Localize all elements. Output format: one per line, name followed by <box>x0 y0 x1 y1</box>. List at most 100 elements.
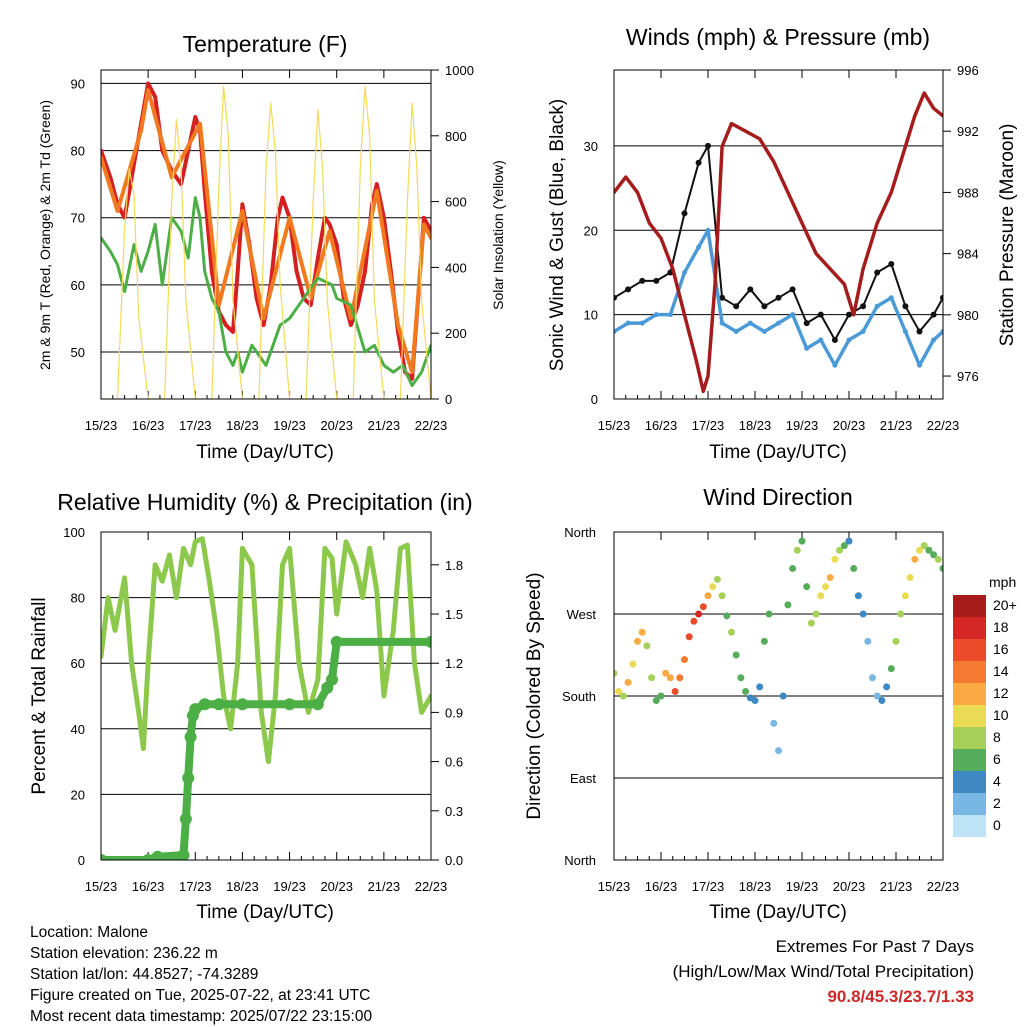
direction-point <box>732 651 740 659</box>
direction-point <box>695 610 703 618</box>
x-tick-label: 15/23 <box>598 418 631 433</box>
colorbar-label: 20+ <box>993 597 1017 613</box>
colorbar-label: 4 <box>993 773 1001 789</box>
precip-point <box>101 854 107 860</box>
humidity-line <box>101 536 431 765</box>
wind-point <box>874 303 880 309</box>
chart-title: Wind Direction <box>703 484 853 510</box>
wind-point <box>940 329 943 335</box>
colorbar-label: 18 <box>993 619 1009 635</box>
direction-point <box>869 674 876 682</box>
direction-point <box>666 674 674 682</box>
y-tick-label: 0 <box>591 392 598 407</box>
x-tick-label: 18/23 <box>226 879 259 894</box>
direction-point <box>737 674 745 682</box>
direction-point <box>671 687 679 695</box>
direction-point <box>760 637 768 645</box>
precip-point <box>142 854 155 860</box>
direction-point <box>822 583 829 591</box>
direction-point <box>614 669 618 677</box>
x-tick-label: 21/23 <box>880 418 913 433</box>
latest-timestamp: Most recent data timestamp: 2025/07/22 2… <box>30 1008 373 1025</box>
series-line-2m-td <box>101 196 431 388</box>
precip-point <box>326 673 338 686</box>
wind-point <box>667 312 673 318</box>
direction-point <box>685 633 693 641</box>
colorbar-title: mph <box>989 574 1016 590</box>
colorbar-swatch <box>953 661 986 683</box>
x-axis-label: Time (Day/UTC) <box>709 442 847 463</box>
wind-direction-panel: Wind Direction Time (Day/UTC) Direction (C… <box>524 484 959 923</box>
station-location: Location: Malone <box>30 924 149 941</box>
wind-point <box>846 337 852 343</box>
x-tick-label: 19/23 <box>273 418 306 433</box>
wind-point <box>931 337 937 343</box>
wind-point <box>639 320 645 326</box>
direction-point <box>704 592 712 600</box>
y-tick-label: 40 <box>71 722 85 737</box>
wind-point <box>888 295 894 301</box>
colorbar-swatch <box>953 727 986 749</box>
speed-colorbar: mph 20+ 18 16 14 12 10 8 6 4 2 0 <box>953 574 1017 837</box>
x-tick-label: 15/23 <box>598 879 631 894</box>
precip-point <box>182 772 195 784</box>
direction-point <box>939 564 943 572</box>
precip-point <box>198 698 211 711</box>
x-tick-label: 19/23 <box>786 879 819 894</box>
direction-point <box>840 542 848 550</box>
plot-area <box>101 536 431 860</box>
y-tick-label: 60 <box>71 656 85 671</box>
x-tick-label: 22/23 <box>927 418 960 433</box>
y-right-tick-label: 0.6 <box>445 755 463 770</box>
wind-point <box>747 320 753 326</box>
precip-point <box>283 698 296 711</box>
y-right-tick-label: 1.5 <box>445 607 463 622</box>
y-axis-label: Sonic Wind & Gust (Blue, Black) <box>547 99 568 371</box>
direction-point <box>775 747 782 755</box>
x-tick-label: 18/23 <box>226 418 259 433</box>
series-line-solar-insolation <box>101 85 431 399</box>
x-tick-label: 19/23 <box>786 418 819 433</box>
chart-title: Winds (mph) & Pressure (mb) <box>626 24 930 50</box>
y-tick-label: 90 <box>71 76 85 91</box>
direction-point <box>793 546 801 554</box>
direction-point <box>728 628 735 636</box>
extremes-box: Extremes For Past 7 Days (High/Low/Max W… <box>673 934 974 1009</box>
direction-point <box>887 665 895 673</box>
x-tick-label: 16/23 <box>132 879 165 894</box>
direction-point <box>681 656 688 664</box>
direction-point <box>643 642 651 650</box>
x-tick-label: 17/23 <box>692 879 725 894</box>
direction-point <box>784 601 792 609</box>
y-axis-label: 2m & 9m T (Red, Orange) & 2m Td (Green) <box>37 100 53 370</box>
colorbar-label: 0 <box>993 817 1001 833</box>
x-tick-label: 22/23 <box>415 879 448 894</box>
direction-point <box>817 592 825 600</box>
direction-point <box>854 592 862 600</box>
direction-point <box>634 637 641 645</box>
y-tick-label: North <box>564 853 596 868</box>
x-tick-label: 20/23 <box>833 418 866 433</box>
direction-point <box>911 555 919 563</box>
direction-point <box>699 603 707 611</box>
direction-point <box>798 537 806 545</box>
temperature-panel: Temperature (F) Time (Day/UTC) 2m & 9m T (… <box>37 31 506 463</box>
precip-point <box>311 698 324 711</box>
direction-point <box>638 628 646 636</box>
direction-point <box>859 610 867 618</box>
direction-point <box>864 637 872 645</box>
colorbar-swatch <box>953 815 986 837</box>
y-tick-label: 80 <box>71 591 85 606</box>
y-right-tick-label: 1000 <box>445 63 474 78</box>
x-tick-label: 22/23 <box>415 418 448 433</box>
humidity-precip-panel: Relative Humidity (%) & Precipitation (i… <box>29 489 473 923</box>
extremes-subtitle: (High/Low/Max Wind/Total Precipitation) <box>672 962 974 981</box>
figure-created: Figure created on Tue, 2025-07-22, at 23… <box>30 987 371 1004</box>
y-tick-label: North <box>564 525 596 540</box>
station-info: Location: Malone Station elevation: 236.… <box>30 922 372 1027</box>
y-axis-right-label: Solar Insolation (Yellow) <box>490 160 506 310</box>
chart-title: Temperature (F) <box>183 31 348 57</box>
y-tick-label: 20 <box>584 223 598 238</box>
precip-point <box>189 703 202 716</box>
